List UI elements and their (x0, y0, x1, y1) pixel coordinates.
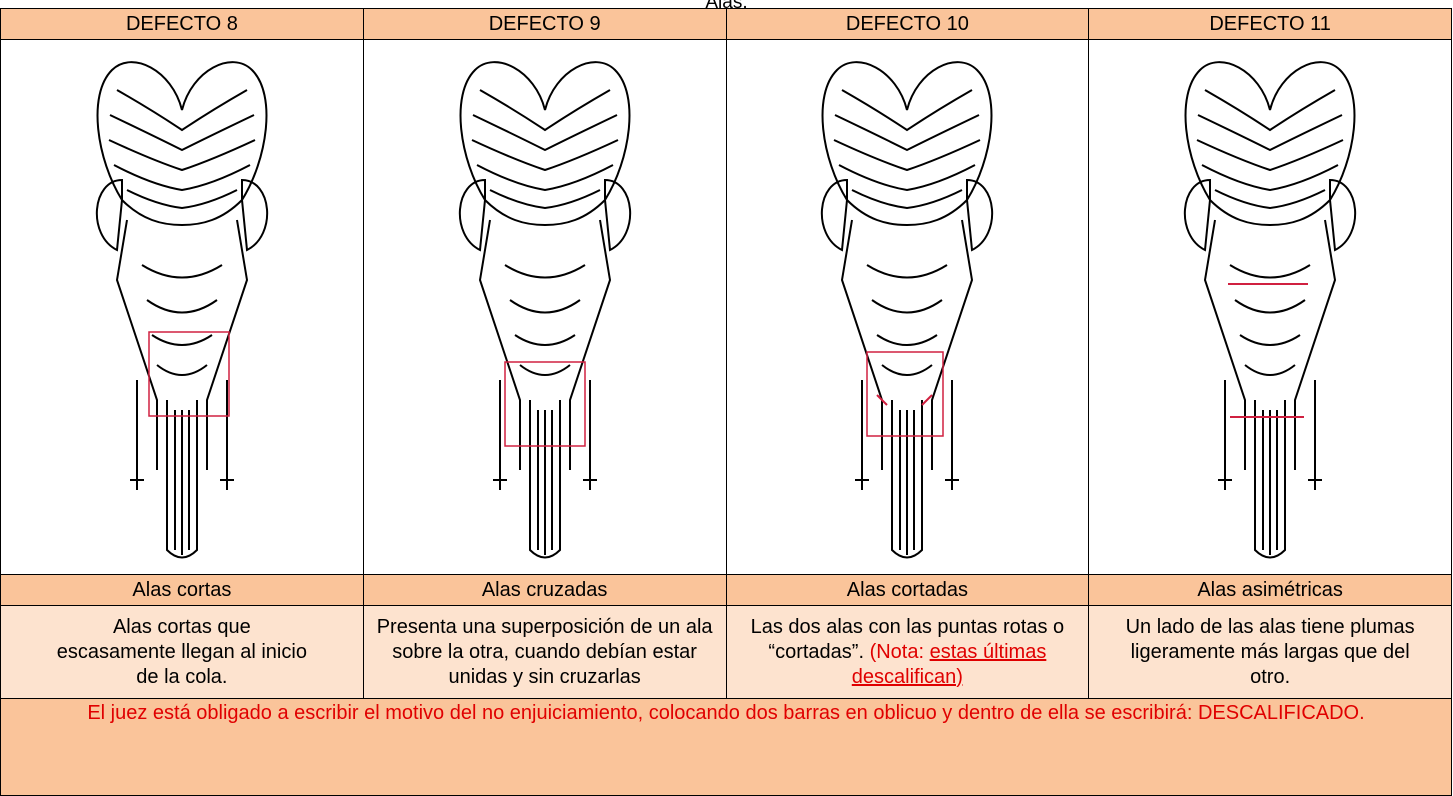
note-underlined: estas últimas descalifican) (851, 640, 1047, 688)
description-text: Las dos alas con las puntas rotas o “cor… (750, 615, 1065, 663)
description: Alas cortas que escasamente llegan al in… (56, 615, 307, 688)
name-cell: Alas asimétricas (1088, 574, 1452, 606)
bird-drawing (821, 61, 994, 559)
note: (Nota: (869, 640, 925, 663)
footer-row: El juez está obligado a escribir el moti… (0, 698, 1452, 796)
image-cell (725, 39, 1090, 575)
bird-drawing (458, 61, 631, 559)
description: Un lado de las alas tiene plumas ligeram… (1125, 615, 1415, 688)
footer-text: El juez está obligado a escribir el moti… (87, 702, 1365, 724)
bird-drawing (95, 61, 269, 559)
description-row: Alas cortas que escasamente llegan al in… (0, 605, 1452, 699)
image-cell (362, 39, 727, 575)
description-cell: Alas cortas que escasamente llegan al in… (0, 605, 364, 699)
header-cell: DEFECTO 8 (0, 8, 364, 40)
image-row (0, 39, 1452, 575)
name-cell: Alas cruzadas (362, 574, 727, 606)
name-cell: Alas cortas (0, 574, 364, 606)
footer-cell: El juez está obligado a escribir el moti… (0, 698, 1452, 796)
header-cell: DEFECTO 11 (1088, 8, 1452, 40)
name-row: Alas cortas Alas cruzadas Alas cortadas … (0, 574, 1452, 606)
defect-table: DEFECTO 8 DEFECTO 9 DEFECTO 10 DEFECTO 1… (0, 8, 1452, 796)
description: Las dos alas con las puntas rotas o “cor… (727, 615, 1089, 690)
image-cell (0, 39, 364, 575)
name-cell: Alas cortadas (725, 574, 1090, 606)
description-cell: Presenta una superposición de un ala sob… (362, 605, 727, 699)
bird-drawing (1183, 61, 1357, 559)
header-row: DEFECTO 8 DEFECTO 9 DEFECTO 10 DEFECTO 1… (0, 8, 1452, 40)
header-cell: DEFECTO 9 (362, 8, 727, 40)
description: Presenta una superposición de un ala sob… (376, 615, 713, 688)
image-cell (1088, 39, 1452, 575)
header-cell: DEFECTO 10 (725, 8, 1090, 40)
description-cell: Un lado de las alas tiene plumas ligeram… (1088, 605, 1452, 699)
description-cell: Las dos alas con las puntas rotas o “cor… (725, 605, 1090, 699)
